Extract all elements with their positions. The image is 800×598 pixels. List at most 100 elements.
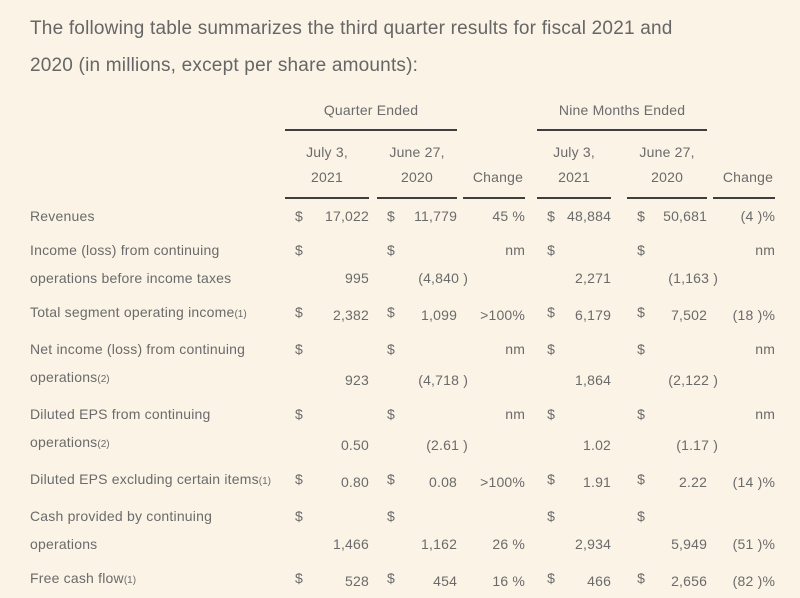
change-cell: (4 )% — [740, 208, 776, 224]
value-text: (1.17 ) — [676, 437, 719, 453]
dollar-sign: $ — [295, 242, 303, 258]
value-text: 454 — [433, 573, 458, 589]
nm-2020-date-header: June 27, 2020 — [627, 131, 708, 199]
value-cell: (1,163 ) — [649, 233, 718, 295]
table-row: Income (loss) from continuing operations … — [30, 233, 775, 295]
value-cell: 0.08 — [399, 462, 457, 499]
dollar-sign: $ — [295, 570, 303, 586]
value-text: 0.80 — [340, 474, 369, 490]
column-spacer — [369, 499, 377, 561]
dollar-sign: $ — [547, 341, 556, 357]
dollar-sign: $ — [295, 471, 303, 487]
table-row: Diluted EPS excluding certain items(1) $0… — [30, 462, 775, 499]
column-spacer — [369, 332, 377, 397]
value-cell: 528 — [307, 561, 369, 598]
nm-2021-date-header: July 3, 2021 — [537, 131, 612, 199]
page: The following table summarizes the third… — [0, 10, 800, 596]
dollar-sign: $ — [295, 304, 303, 320]
change-cell: nm — [505, 341, 526, 357]
date-line-1: June 27, — [639, 144, 695, 160]
footnote-marker: (2) — [97, 374, 110, 385]
change-cell: nm — [505, 242, 526, 258]
column-spacer — [525, 462, 537, 499]
label-column-spacer — [30, 131, 285, 199]
row-label: Revenues — [30, 208, 95, 224]
dollar-sign: $ — [387, 208, 395, 224]
date-line-1: July 3, — [553, 144, 595, 160]
value-text: 0.50 — [340, 437, 369, 453]
value-cell: (2,122 ) — [649, 332, 718, 397]
dollar-sign: $ — [547, 508, 556, 524]
results-table: Quarter Ended Nine Months Ended July 3, … — [30, 98, 776, 598]
footnote-marker: (1) — [234, 309, 247, 320]
value-cell: 1,162 — [399, 499, 457, 561]
dollar-sign: $ — [547, 304, 556, 320]
value-text: 1.02 — [583, 437, 612, 453]
value-cell: 11,779 — [399, 199, 457, 233]
value-cell: 17,022 — [307, 199, 369, 233]
value-text: 2,656 — [671, 573, 708, 589]
dollar-sign: $ — [547, 570, 556, 586]
dollar-sign: $ — [547, 406, 556, 422]
dollar-sign: $ — [387, 508, 395, 524]
value-text: 2,382 — [332, 307, 369, 323]
table-row: Total segment operating income(1) $2,382 $… — [30, 295, 775, 332]
column-spacer — [525, 98, 537, 131]
row-label: Net income (loss) from continuing operati… — [30, 341, 246, 385]
dollar-sign: $ — [637, 304, 646, 320]
column-spacer — [369, 462, 377, 499]
dollar-sign: $ — [387, 304, 395, 320]
change-cell: >100% — [480, 307, 526, 323]
row-label: Diluted EPS excluding certain items(1) — [30, 471, 272, 487]
column-spacer — [369, 295, 377, 332]
value-text: (4,718 ) — [418, 372, 469, 388]
date-line-1: June 27, — [389, 144, 445, 160]
dollar-sign: $ — [387, 406, 395, 422]
column-spacer — [611, 131, 627, 199]
row-label: Cash provided by continuing operations — [30, 508, 213, 552]
value-text: 1,864 — [575, 372, 612, 388]
dollar-sign: $ — [547, 208, 556, 224]
table-row: Cash provided by continuing operations $1,… — [30, 499, 775, 561]
dollar-sign: $ — [547, 242, 556, 258]
change-column-spacer — [713, 98, 775, 131]
date-line-2: 2021 — [558, 169, 591, 185]
label-column-spacer — [30, 98, 285, 131]
column-spacer — [525, 561, 537, 598]
column-spacer — [525, 295, 537, 332]
change-cell: 45 % — [492, 208, 526, 224]
column-spacer — [611, 295, 627, 332]
value-cell: 0.50 — [307, 397, 369, 462]
date-header-row: July 3, 2021 June 27, 2020 Change July 3… — [30, 131, 776, 199]
dollar-sign: $ — [295, 341, 303, 357]
value-cell: (1.17 ) — [649, 397, 718, 462]
value-cell: (4,718 ) — [399, 332, 468, 397]
value-cell: 2.22 — [649, 462, 707, 499]
change-cell: (51 )% — [732, 536, 776, 552]
dollar-sign: $ — [295, 508, 303, 524]
change-cell: >100% — [480, 474, 526, 490]
table-row: Net income (loss) from continuing operati… — [30, 332, 775, 397]
value-text: 7,502 — [671, 307, 708, 323]
column-spacer — [525, 199, 537, 233]
value-cell: 2,271 — [559, 233, 611, 295]
value-cell: 7,502 — [649, 295, 707, 332]
q-2021-date-header: July 3, 2021 — [285, 131, 369, 199]
column-spacer — [525, 233, 537, 295]
value-text: 48,884 — [567, 208, 612, 224]
change-cell: (18 )% — [732, 307, 776, 323]
column-spacer — [525, 397, 537, 462]
dollar-sign: $ — [547, 471, 556, 487]
table-row: Free cash flow(1) $528 $454 16 % $466 $2,656 (… — [30, 561, 775, 598]
change-cell: 16 % — [492, 573, 526, 589]
dollar-sign: $ — [295, 406, 303, 422]
value-cell: 2,382 — [307, 295, 369, 332]
row-label: Total segment operating income(1) — [30, 304, 247, 320]
value-cell: 2,934 — [559, 499, 611, 561]
column-spacer — [611, 199, 627, 233]
value-text: 11,779 — [414, 208, 458, 224]
value-cell: 2,656 — [649, 561, 707, 598]
column-spacer — [369, 131, 377, 199]
dollar-sign: $ — [637, 208, 646, 224]
value-text: 50,681 — [663, 208, 708, 224]
